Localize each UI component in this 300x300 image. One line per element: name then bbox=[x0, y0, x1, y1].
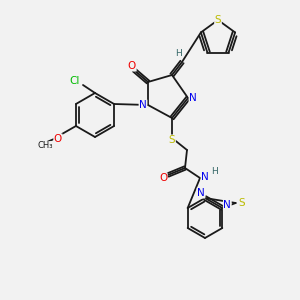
Text: O: O bbox=[159, 173, 167, 183]
Text: CH₃: CH₃ bbox=[37, 142, 53, 151]
Text: Cl: Cl bbox=[70, 76, 80, 86]
Text: S: S bbox=[215, 15, 221, 25]
Text: O: O bbox=[128, 61, 136, 71]
Text: N: N bbox=[224, 200, 231, 210]
Text: H: H bbox=[212, 167, 218, 176]
Text: N: N bbox=[189, 93, 197, 103]
Text: O: O bbox=[54, 134, 62, 144]
Text: S: S bbox=[169, 135, 175, 145]
Text: N: N bbox=[139, 100, 147, 110]
Text: S: S bbox=[238, 198, 245, 208]
Text: H: H bbox=[175, 50, 182, 58]
Text: N: N bbox=[197, 188, 205, 198]
Text: N: N bbox=[201, 172, 209, 182]
